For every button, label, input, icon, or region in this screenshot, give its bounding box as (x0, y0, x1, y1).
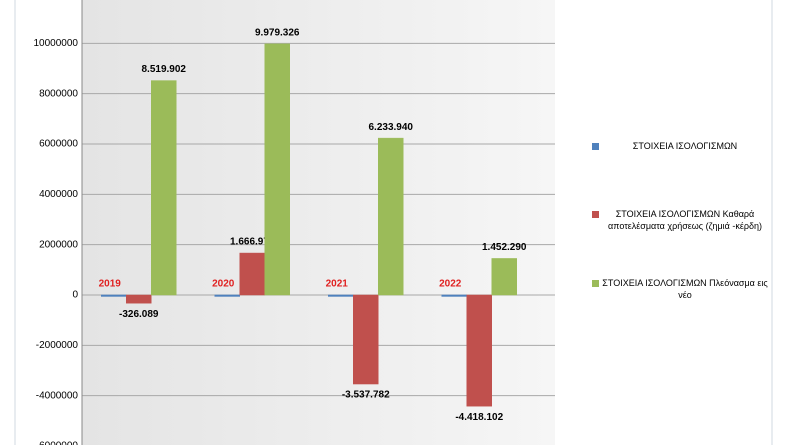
data-label: -3.537.782 (342, 390, 390, 401)
bar (441, 294, 467, 297)
data-label: 2019 (99, 279, 122, 290)
y-tick-label: 10000000 (34, 38, 79, 49)
bar (378, 137, 404, 296)
y-tick-label: -2000000 (36, 340, 79, 351)
data-label: 1.666.975 (230, 237, 275, 248)
data-label: 2020 (212, 279, 235, 290)
bar (264, 43, 290, 296)
data-label: 2022 (439, 279, 462, 290)
y-tick-label: 6000000 (39, 139, 78, 150)
legend-label: ΣΤΟΙΧΕΙΑ ΙΣΟΛΟΓΙΣΜΩΝ Πλεόνασμα εις νέο (602, 278, 768, 300)
y-tick-label: 8000000 (39, 88, 78, 99)
bar (491, 258, 517, 296)
data-label: -4.418.102 (455, 412, 503, 423)
bar (328, 294, 354, 297)
legend-entry: ΣΤΟΙΧΕΙΑ ΙΣΟΛΟΓΙΣΜΩΝ Πλεόνασμα εις νέο (592, 277, 770, 301)
data-label: 8.519.902 (142, 64, 187, 75)
legend-entry: ΣΤΟΙΧΕΙΑ ΙΣΟΛΟΓΙΣΜΩΝ Καθαρά αποτελέσματα… (592, 208, 770, 232)
legend-entry: ΣΤΟΙΧΕΙΑ ΙΣΟΛΟΓΙΣΜΩΝ (592, 140, 770, 152)
data-label: 2021 (326, 279, 349, 290)
y-tick-label: 0 (72, 290, 78, 301)
data-label: 9.979.326 (255, 27, 300, 38)
bar (214, 294, 240, 297)
bar (353, 294, 379, 385)
y-tick-label: -6000000 (36, 441, 79, 445)
legend-swatch (592, 211, 599, 218)
bar (466, 294, 492, 407)
legend-swatch (592, 280, 599, 287)
legend-label: ΣΤΟΙΧΕΙΑ ΙΣΟΛΟΓΙΣΜΩΝ (632, 141, 738, 151)
y-tick-label: 2000000 (39, 239, 78, 250)
legend-label: ΣΤΟΙΧΕΙΑ ΙΣΟΛΟΓΙΣΜΩΝ Καθαρά αποτελέσματα… (608, 209, 762, 231)
bar (151, 80, 177, 296)
bar (239, 252, 265, 296)
data-label: -326.089 (119, 309, 159, 320)
y-tick-label: 4000000 (39, 189, 78, 200)
bar (126, 294, 152, 304)
data-label: 6.233.940 (369, 122, 414, 133)
y-tick-label: -4000000 (36, 390, 79, 401)
legend-swatch (592, 143, 599, 150)
bar (101, 294, 127, 297)
data-label: 1.452.290 (482, 242, 527, 253)
